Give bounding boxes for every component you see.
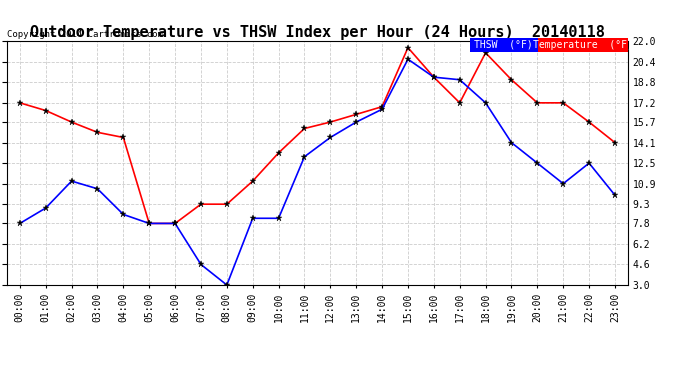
- FancyBboxPatch shape: [538, 38, 628, 52]
- Text: Temperature  (°F): Temperature (°F): [533, 40, 633, 50]
- Text: Copyright 2014 Cartronics.com: Copyright 2014 Cartronics.com: [7, 30, 163, 39]
- Text: THSW  (°F): THSW (°F): [474, 40, 533, 50]
- FancyBboxPatch shape: [469, 38, 538, 52]
- Title: Outdoor Temperature vs THSW Index per Hour (24 Hours)  20140118: Outdoor Temperature vs THSW Index per Ho…: [30, 25, 605, 40]
